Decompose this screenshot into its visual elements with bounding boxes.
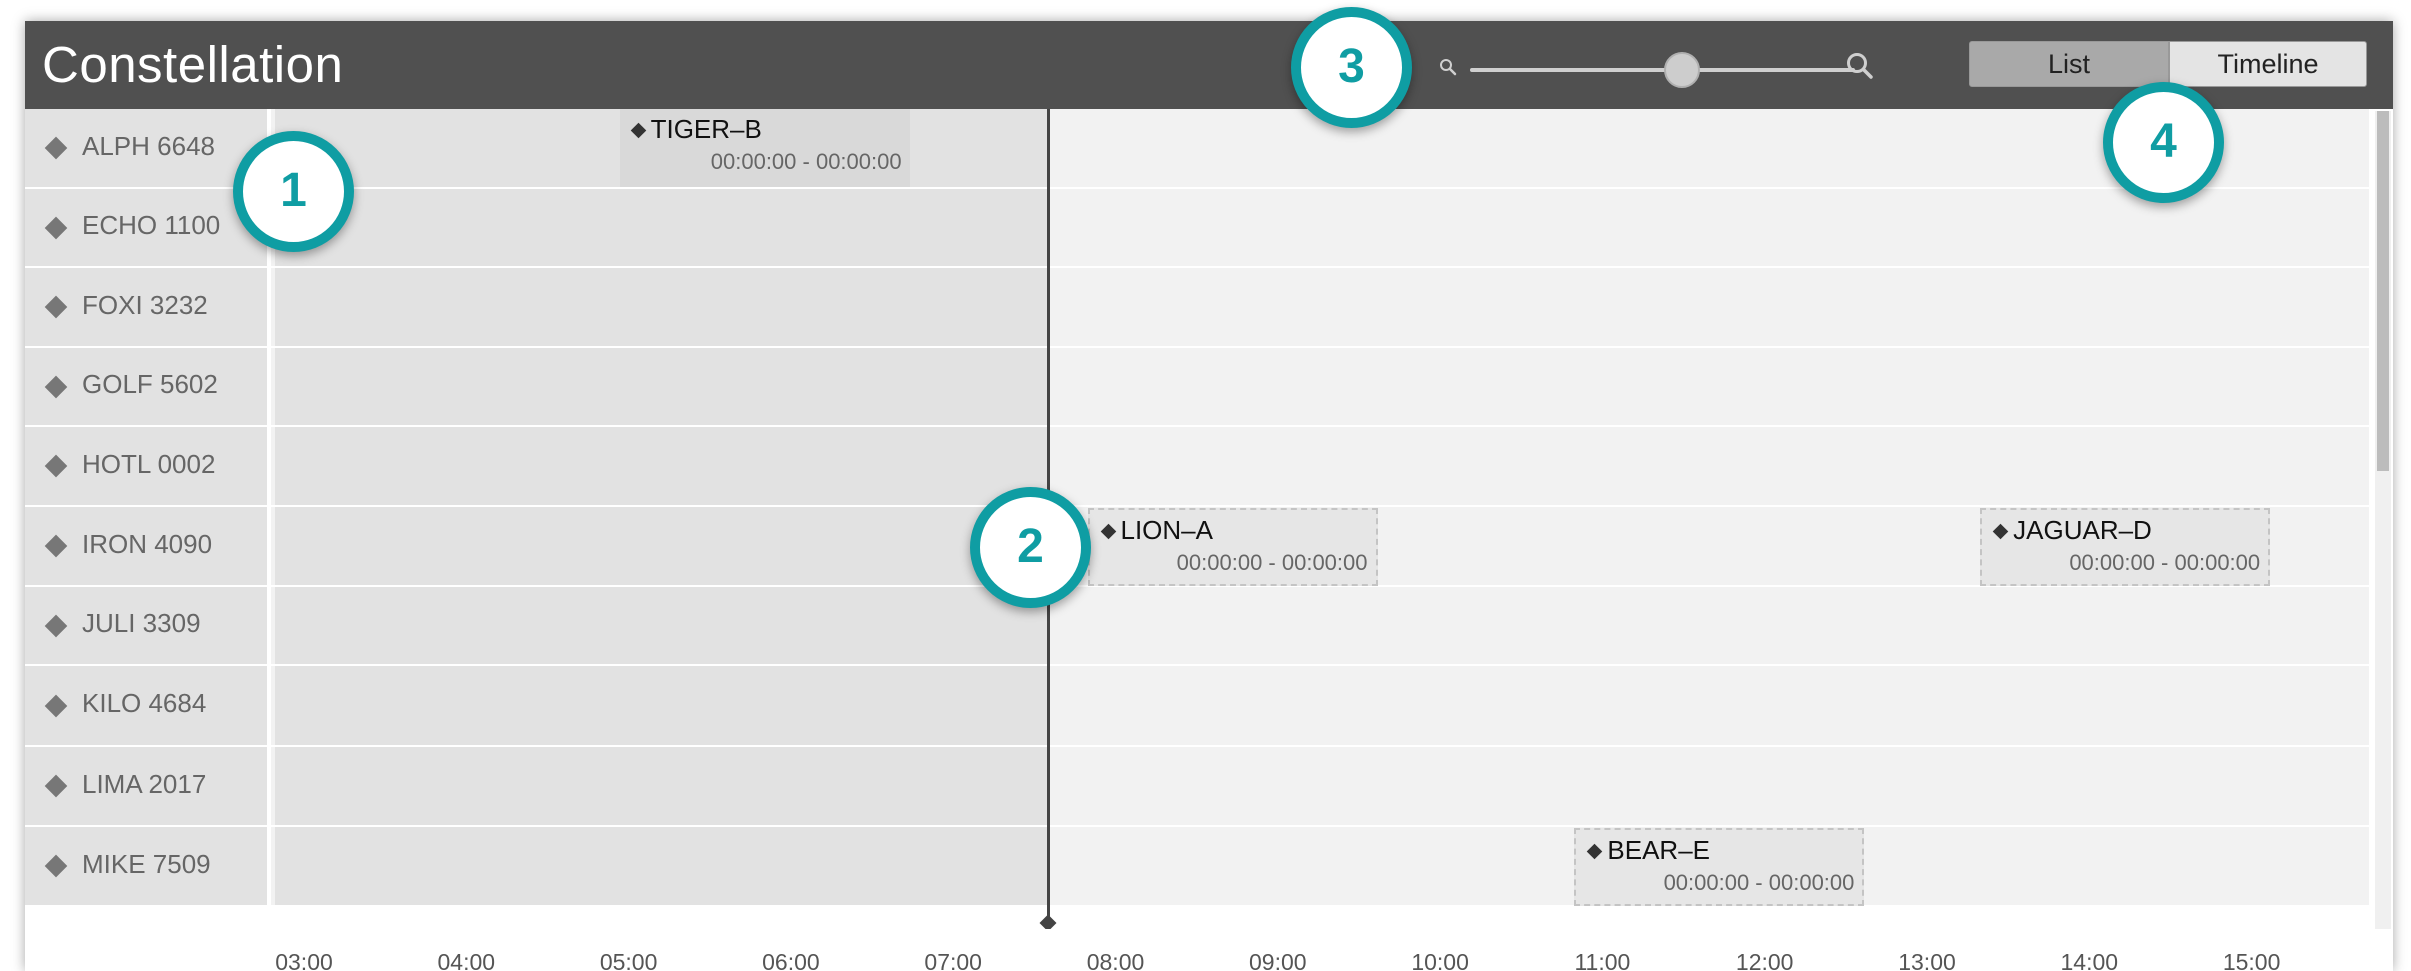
- callout-3: 3: [1291, 7, 1412, 128]
- event-block[interactable]: TIGER–B 00:00:00 - 00:00:00: [619, 109, 910, 187]
- timeline-row: FOXI 3232: [25, 268, 2369, 348]
- event-block[interactable]: BEAR–E 00:00:00 - 00:00:00: [1574, 828, 1865, 906]
- row-label[interactable]: ECHO 1100: [25, 189, 271, 266]
- callout-2: 2: [970, 487, 1091, 608]
- app-window: Constellation List Timeline ALPH 6648 ECH…: [25, 21, 2393, 971]
- event-diamond-icon: [630, 122, 646, 139]
- time-tick-label: 03:00: [275, 949, 333, 971]
- row-label-text: GOLF 5602: [82, 369, 218, 399]
- event-diamond-icon: [1587, 843, 1603, 860]
- diamond-icon: [44, 854, 68, 878]
- zoom-out-icon[interactable]: [1438, 57, 1458, 77]
- timeline-row: HOTL 0002: [25, 427, 2369, 507]
- diamond-icon: [44, 295, 68, 319]
- time-tick-label: 04:00: [437, 949, 496, 971]
- list-view-button[interactable]: List: [1969, 41, 2169, 87]
- diamond-icon: [44, 774, 68, 798]
- row-label[interactable]: FOXI 3232: [25, 268, 271, 346]
- row-label[interactable]: MIKE 7509: [25, 827, 271, 905]
- timeline-row: GOLF 5602: [25, 348, 2369, 427]
- row-label-text: ECHO 1100: [82, 210, 221, 240]
- time-axis: 03:00 04:00 05:00 06:00 07:00 08:00 09:00 10:00…: [25, 929, 2393, 971]
- time-tick-label: 06:00: [762, 949, 820, 971]
- row-label-text: JULI 3309: [82, 608, 201, 638]
- past-time-region: [275, 427, 1047, 505]
- time-tick-label: 09:00: [1249, 949, 1307, 971]
- row-label[interactable]: HOTL 0002: [25, 427, 271, 505]
- timeline-body: ALPH 6648 ECHO 1100 FOXI 3232 GOLF 5602 HOTL…: [25, 109, 2393, 932]
- event-name: TIGER–B: [650, 114, 762, 144]
- past-time-region: [275, 587, 1047, 664]
- diamond-icon: [44, 216, 68, 239]
- past-time-region: [275, 189, 1047, 266]
- timeline-row: ECHO 1100: [25, 189, 2369, 268]
- zoom-slider-thumb[interactable]: [1663, 52, 1700, 88]
- time-tick-label: 12:00: [1735, 949, 1794, 971]
- event-time-range: 00:00:00 - 00:00:00: [1663, 870, 1855, 895]
- past-time-region: [275, 348, 1047, 425]
- time-tick-label: 13:00: [1898, 949, 1956, 971]
- row-label-text: LIMA 2017: [82, 769, 207, 799]
- callout-1: 1: [233, 131, 354, 252]
- event-time-range: 00:00:00 - 00:00:00: [1176, 550, 1368, 575]
- app-title: Constellation: [42, 36, 344, 93]
- row-label-text: IRON 4090: [82, 529, 213, 559]
- event-block[interactable]: JAGUAR–D 00:00:00 - 00:00:00: [1980, 508, 2271, 586]
- diamond-icon: [44, 614, 68, 637]
- row-label-text: MIKE 7509: [82, 849, 211, 879]
- time-tick-label: 07:00: [924, 949, 982, 971]
- event-time-range: 00:00:00 - 00:00:00: [710, 149, 902, 174]
- event-time-range: 00:00:00 - 00:00:00: [2069, 550, 2261, 575]
- time-tick-label: 10:00: [1411, 949, 1469, 971]
- timeline-row: LIMA 2017: [25, 747, 2369, 827]
- diamond-icon: [44, 454, 68, 478]
- event-name: JAGUAR–D: [2013, 515, 2152, 545]
- callout-4: 4: [2103, 82, 2224, 203]
- row-label[interactable]: ALPH 6648: [25, 109, 271, 187]
- past-time-region: [275, 268, 1047, 346]
- time-tick-label: 08:00: [1086, 949, 1145, 971]
- event-name: LION–A: [1120, 515, 1214, 545]
- row-label[interactable]: IRON 4090: [25, 507, 271, 585]
- row-label[interactable]: KILO 4684: [25, 666, 271, 745]
- diamond-icon: [44, 694, 68, 717]
- row-label-text: ALPH 6648: [82, 131, 215, 161]
- event-diamond-icon: [1100, 523, 1116, 540]
- row-label-text: KILO 4684: [82, 688, 207, 718]
- diamond-icon: [44, 375, 68, 398]
- timeline-row: MIKE 7509: [25, 827, 2369, 907]
- past-time-region: [275, 666, 1047, 745]
- time-tick-label: 14:00: [2060, 949, 2119, 971]
- timeline-row: KILO 4684: [25, 666, 2369, 747]
- row-label[interactable]: GOLF 5602: [25, 348, 271, 425]
- timeline-row: JULI 3309: [25, 587, 2369, 666]
- zoom-slider-track[interactable]: [1470, 68, 1855, 72]
- app-header: Constellation List Timeline: [25, 21, 2393, 109]
- diamond-icon: [44, 136, 68, 160]
- zoom-in-icon[interactable]: [1845, 51, 1875, 81]
- event-block[interactable]: LION–A 00:00:00 - 00:00:00: [1087, 508, 1378, 586]
- event-diamond-icon: [1992, 523, 2009, 540]
- scrollbar-thumb[interactable]: [2377, 111, 2389, 471]
- time-tick-label: 05:00: [599, 949, 658, 971]
- time-tick-label: 11:00: [1574, 949, 1631, 971]
- row-label[interactable]: LIMA 2017: [25, 747, 271, 825]
- past-time-region: [275, 747, 1047, 825]
- diamond-icon: [44, 534, 68, 558]
- event-name: BEAR–E: [1607, 835, 1710, 865]
- timeline-row: ALPH 6648: [25, 109, 2369, 189]
- past-time-region: [275, 507, 1047, 585]
- time-tick-label: 15:00: [2222, 949, 2281, 971]
- row-label-text: HOTL 0002: [82, 449, 216, 479]
- row-label[interactable]: JULI 3309: [25, 587, 271, 664]
- row-label-text: FOXI 3232: [82, 290, 208, 320]
- past-time-region: [275, 827, 1047, 905]
- timeline-view-button[interactable]: Timeline: [2169, 41, 2367, 87]
